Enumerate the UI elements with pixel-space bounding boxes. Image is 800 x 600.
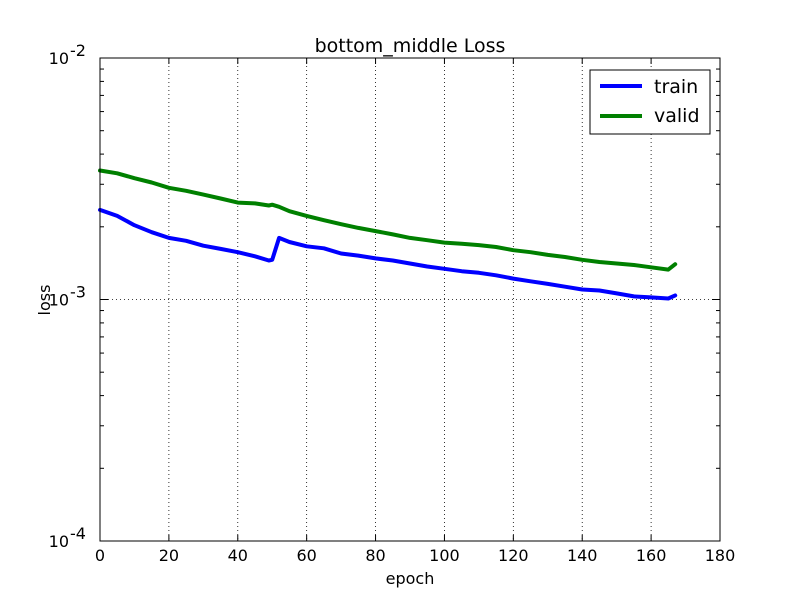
x-tick-label: 160 xyxy=(636,546,667,565)
x-tick-label: 180 xyxy=(705,546,736,565)
y-tick-label: 10 -3 xyxy=(49,283,86,310)
y-tick-label-exponent: -2 xyxy=(70,41,86,60)
x-tick-label: 80 xyxy=(365,546,385,565)
series-layer xyxy=(98,168,678,301)
y-tick-label-exponent: -3 xyxy=(70,283,86,302)
y-tick-label: 10 -4 xyxy=(49,524,86,551)
chart-title: bottom_middle Loss xyxy=(315,35,506,57)
y-tick-label-exponent: -4 xyxy=(70,524,86,543)
legend: train valid xyxy=(589,69,711,135)
series-line-train xyxy=(98,207,678,301)
y-tick-label: 10 -2 xyxy=(49,41,86,68)
y-tick-label-base: 10 xyxy=(49,291,69,310)
x-tick-label: 0 xyxy=(95,546,105,565)
x-tick-label: 20 xyxy=(159,546,179,565)
ticks xyxy=(99,57,721,542)
series-line-valid xyxy=(98,168,678,272)
x-tick-label: 60 xyxy=(296,546,316,565)
y-axis-label: loss xyxy=(35,285,54,316)
legend-label-valid: valid xyxy=(654,105,700,127)
y-tick-label-base: 10 xyxy=(49,49,69,68)
grid xyxy=(100,58,720,541)
legend-label-train: train xyxy=(654,76,698,98)
x-tick-label: 140 xyxy=(567,546,598,565)
x-tick-label: 120 xyxy=(498,546,529,565)
legend-box xyxy=(589,69,711,135)
y-tick-label-base: 10 xyxy=(49,532,69,551)
x-tick-label: 100 xyxy=(429,546,460,565)
x-axis-label: epoch xyxy=(386,569,435,588)
x-tick-label: 40 xyxy=(228,546,248,565)
